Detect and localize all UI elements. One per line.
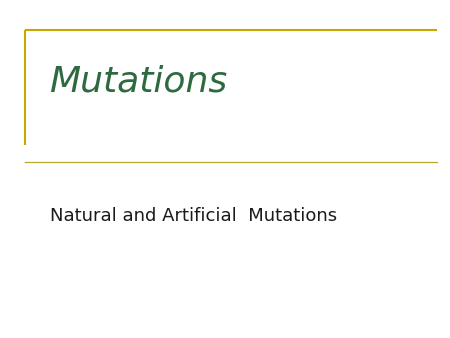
- Text: Mutations: Mutations: [50, 64, 228, 98]
- Text: Natural and Artificial  Mutations: Natural and Artificial Mutations: [50, 207, 337, 225]
